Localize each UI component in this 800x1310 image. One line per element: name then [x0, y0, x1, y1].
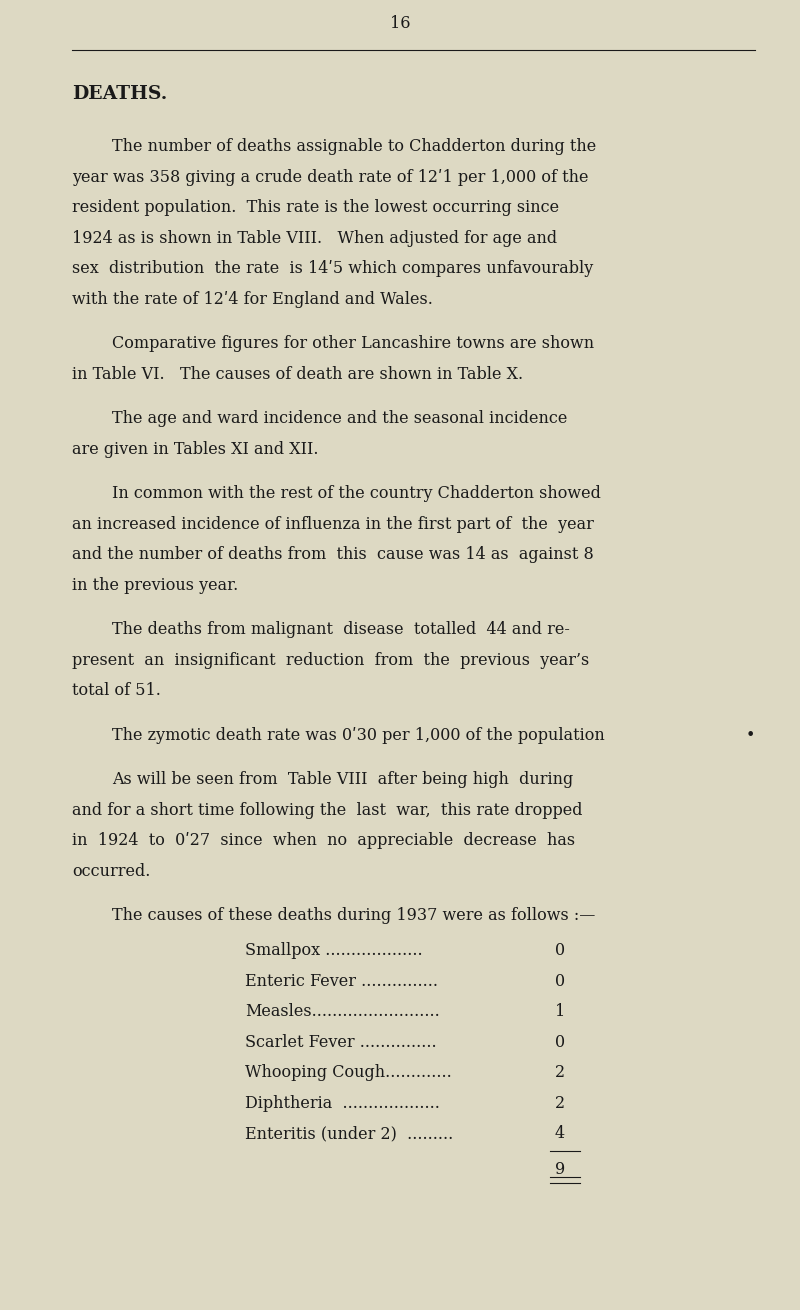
Text: present  an  insignificant  reduction  from  the  previous  year’s: present an insignificant reduction from … — [72, 652, 590, 669]
Text: The zymotic death rate was 0ʹ30 per 1,000 of the population: The zymotic death rate was 0ʹ30 per 1,00… — [112, 727, 605, 744]
Text: in the previous year.: in the previous year. — [72, 576, 238, 593]
Text: in Table VI.   The causes of death are shown in Table X.: in Table VI. The causes of death are sho… — [72, 365, 523, 383]
Text: In common with the rest of the country Chadderton showed: In common with the rest of the country C… — [112, 485, 601, 502]
Text: The number of deaths assignable to Chadderton during the: The number of deaths assignable to Chadd… — [112, 138, 596, 155]
Text: an increased incidence of influenza in the first part of  the  year: an increased incidence of influenza in t… — [72, 516, 594, 533]
Text: occurred.: occurred. — [72, 863, 150, 880]
Text: The causes of these deaths during 1937 were as follows :—: The causes of these deaths during 1937 w… — [112, 908, 595, 925]
Text: As will be seen from  Table VIII  after being high  during: As will be seen from Table VIII after be… — [112, 772, 574, 789]
Text: 2: 2 — [555, 1065, 565, 1081]
Text: 1924 as is shown in Table VIII.   When adjusted for age and: 1924 as is shown in Table VIII. When adj… — [72, 229, 557, 246]
Text: sex  distribution  the rate  is 14ʹ5 which compares unfavourably: sex distribution the rate is 14ʹ5 which … — [72, 261, 594, 278]
Text: The age and ward incidence and the seasonal incidence: The age and ward incidence and the seaso… — [112, 410, 567, 427]
Text: and the number of deaths from  this  cause was 14 as  against 8: and the number of deaths from this cause… — [72, 546, 594, 563]
Text: and for a short time following the  last  war,  this rate dropped: and for a short time following the last … — [72, 802, 582, 819]
Text: The deaths from malignant  disease  totalled  44 and re-: The deaths from malignant disease totall… — [112, 621, 570, 638]
Text: 2: 2 — [555, 1095, 565, 1112]
Text: Diphtheria  ...................: Diphtheria ................... — [245, 1095, 440, 1112]
Text: 9: 9 — [555, 1161, 566, 1178]
Text: DEATHS.: DEATHS. — [72, 85, 167, 103]
Text: Whooping Cough.............: Whooping Cough............. — [245, 1065, 452, 1081]
Text: 0: 0 — [555, 973, 565, 990]
Text: Smallpox ...................: Smallpox ................... — [245, 942, 422, 959]
Text: 4: 4 — [555, 1125, 565, 1142]
Text: Measles.........................: Measles......................... — [245, 1003, 440, 1020]
Text: year was 358 giving a crude death rate of 12ʹ1 per 1,000 of the: year was 358 giving a crude death rate o… — [72, 169, 589, 186]
Text: 0: 0 — [555, 1034, 565, 1051]
Text: Comparative figures for other Lancashire towns are shown: Comparative figures for other Lancashire… — [112, 335, 594, 352]
Text: •: • — [746, 727, 755, 744]
Text: Enteritis (under 2)  .........: Enteritis (under 2) ......... — [245, 1125, 454, 1142]
Text: Enteric Fever ...............: Enteric Fever ............... — [245, 973, 438, 990]
Text: total of 51.: total of 51. — [72, 683, 161, 700]
Text: with the rate of 12ʹ4 for England and Wales.: with the rate of 12ʹ4 for England and Wa… — [72, 291, 433, 308]
Text: Scarlet Fever ...............: Scarlet Fever ............... — [245, 1034, 437, 1051]
Text: 1: 1 — [555, 1003, 566, 1020]
Text: 0: 0 — [555, 942, 565, 959]
Text: in  1924  to  0ʹ27  since  when  no  appreciable  decrease  has: in 1924 to 0ʹ27 since when no appreciabl… — [72, 832, 575, 849]
Text: 16: 16 — [390, 14, 410, 31]
Text: resident population.  This rate is the lowest occurring since: resident population. This rate is the lo… — [72, 199, 559, 216]
Text: are given in Tables XI and XII.: are given in Tables XI and XII. — [72, 440, 318, 457]
